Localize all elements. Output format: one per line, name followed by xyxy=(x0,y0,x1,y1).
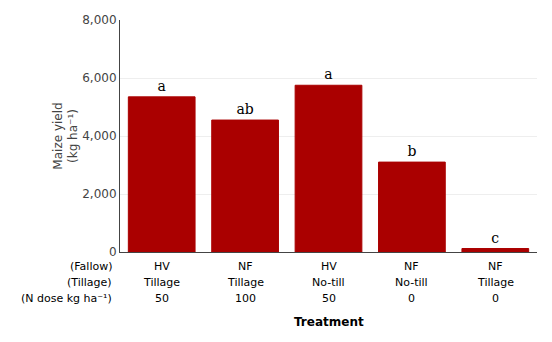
svg-text:a: a xyxy=(324,66,332,82)
svg-text:(Tillage): (Tillage) xyxy=(67,276,112,289)
svg-text:NF: NF xyxy=(404,260,419,273)
svg-text:(N dose kg ha⁻¹): (N dose kg ha⁻¹) xyxy=(21,292,112,305)
svg-text:b: b xyxy=(407,143,416,159)
svg-text:c: c xyxy=(491,230,499,246)
svg-text:8,000: 8,000 xyxy=(82,13,116,27)
svg-text:HV: HV xyxy=(154,260,170,273)
svg-text:2,000: 2,000 xyxy=(82,187,116,201)
svg-text:100: 100 xyxy=(235,292,256,305)
svg-text:Tillage: Tillage xyxy=(477,276,514,289)
svg-text:0: 0 xyxy=(492,292,499,305)
svg-text:0: 0 xyxy=(408,292,415,305)
svg-text:50: 50 xyxy=(155,292,169,305)
svg-text:Maize yield(kg ha⁻¹): Maize yield(kg ha⁻¹) xyxy=(51,102,81,169)
svg-text:Tillage: Tillage xyxy=(227,276,264,289)
svg-text:4,000: 4,000 xyxy=(82,129,116,143)
svg-text:No-till: No-till xyxy=(312,276,345,289)
svg-text:NF: NF xyxy=(238,260,253,273)
svg-text:Tillage: Tillage xyxy=(143,276,180,289)
svg-text:a: a xyxy=(158,78,166,94)
svg-text:HV: HV xyxy=(321,260,337,273)
svg-text:(Fallow): (Fallow) xyxy=(70,260,112,273)
svg-text:No-till: No-till xyxy=(395,276,428,289)
svg-text:6,000: 6,000 xyxy=(82,71,116,85)
svg-text:Treatment: Treatment xyxy=(294,315,364,329)
svg-text:50: 50 xyxy=(322,292,336,305)
svg-text:NF: NF xyxy=(488,260,503,273)
svg-text:ab: ab xyxy=(236,101,253,117)
svg-text:0: 0 xyxy=(109,245,117,259)
